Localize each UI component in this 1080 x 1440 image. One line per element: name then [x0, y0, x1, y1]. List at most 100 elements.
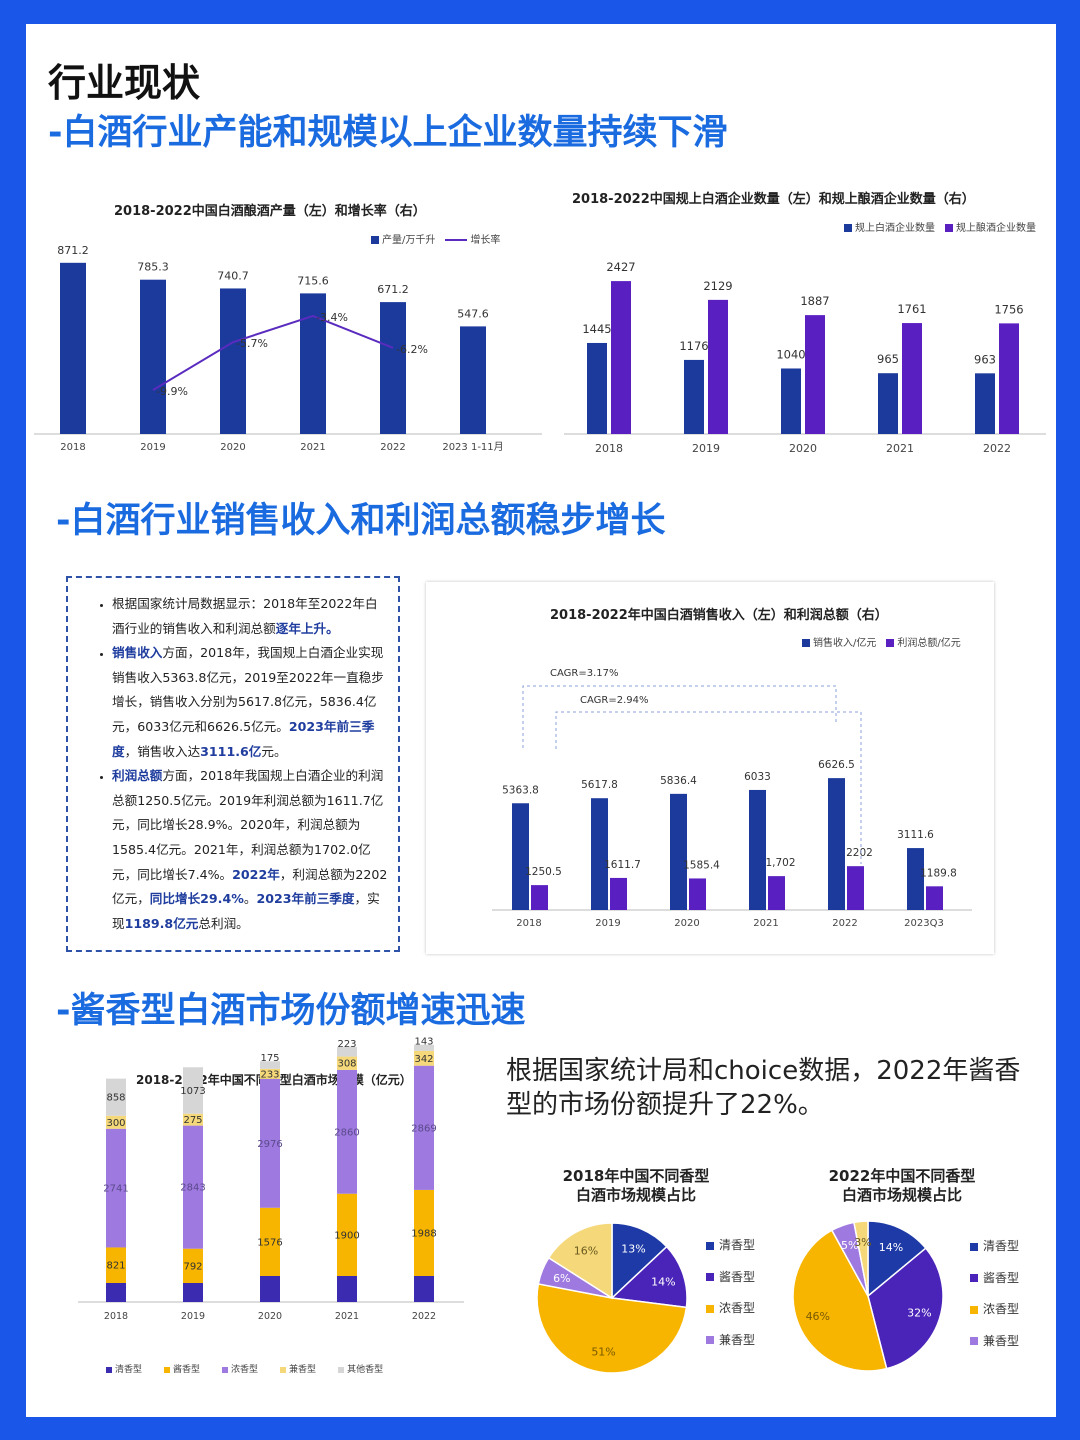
summary-point-1: 根据国家统计局数据显示：2018年至2022年白酒行业的销售收入和利润总额逐年上…: [112, 592, 388, 641]
chart1-xtick-2021: 2021: [300, 442, 325, 453]
chart4-seg-3-2019: [183, 1113, 203, 1126]
chart2-bar-label-0-2018: 1445: [582, 322, 611, 336]
chart4-xtick-2021: 2021: [335, 1311, 359, 1322]
pie1-legend-item-4: 兼香型: [706, 1325, 755, 1357]
chart4-seg-0-2021: [337, 1276, 357, 1302]
summary-point-3: 利润总额方面，2018年我国规上白酒企业的利润总额1250.5亿元。2019年利…: [112, 764, 388, 936]
chart3-bar-1-2020: [689, 878, 706, 910]
chart2-legend-item-1: 规上白酒企业数量: [844, 219, 935, 234]
pie2-legend: 清香型 酱香型 浓香型 兼香型: [970, 1231, 1019, 1357]
chart4-seg-0-2020: [260, 1276, 280, 1302]
chart3-cagr-bracket-1: [522, 685, 837, 748]
chart4-seg-2-2020: [260, 1078, 280, 1208]
pie2-legend-item-4: 兼香型: [970, 1326, 1019, 1358]
chart4-seg-1-2019: [183, 1248, 203, 1283]
page-title: 行业现状: [48, 61, 201, 105]
chart3-legend-item-2: 利润总额/亿元: [886, 634, 961, 649]
chart4-seg-0-2019: [183, 1283, 203, 1302]
chart2-bar-0-2020: [781, 368, 801, 434]
pie1-label-3: 6%: [553, 1272, 570, 1285]
chart2-bar-0-2021: [878, 373, 898, 434]
chart3-xtick-2019: 2019: [595, 918, 620, 929]
chart4-legend-item-3: 浓香型: [222, 1362, 258, 1375]
chart3-bar-0-2022: [828, 778, 845, 910]
chart2-bar-label-0-2021: 965: [877, 352, 899, 366]
chart4-seg-label-2-2020: 2976: [257, 1139, 282, 1150]
chart3-legend: 销售收入/亿元 利润总额/亿元: [802, 634, 961, 649]
chart4-seg-0-2022: [414, 1276, 434, 1302]
chart1-bar-label-2023 1-11月: 547.6: [457, 307, 489, 320]
pie2-slice-4: [853, 1220, 869, 1297]
pie2-slice-0: [867, 1220, 927, 1298]
chart3-bar-label-1-2019: 1611.7: [604, 859, 641, 871]
chart1-growth-label-2022: -6.2%: [396, 343, 428, 356]
chart4-seg-1-2018: [106, 1247, 126, 1283]
chart4-seg-label-1-2019: 792: [183, 1261, 202, 1272]
chart4-xtick-2018: 2018: [104, 1311, 128, 1322]
chart3-xtick-2022: 2022: [832, 918, 857, 929]
chart1-bar-2023 1-11月: [460, 326, 486, 434]
chart3-cagr-label-1: CAGR=3.17%: [550, 668, 619, 679]
chart2-bar-label-1-2020: 1887: [800, 294, 829, 308]
chart4-seg-2-2021: [337, 1069, 357, 1194]
section-title-capacity: -白酒行业产能和规模以上企业数量持续下滑: [48, 113, 728, 153]
chart3-bar-label-1-2020: 1585.4: [683, 859, 720, 871]
section-title-revenue: -白酒行业销售收入和利润总额稳步增长: [56, 501, 666, 541]
chart4-seg-label-3-2021: 308: [337, 1059, 356, 1070]
chart1-legend: 产量/万千升 增长率: [371, 231, 500, 246]
chart1-growth-label-2021: -3.4%: [316, 311, 348, 324]
chart2-xtick-2019: 2019: [692, 442, 720, 455]
chart2-bar-0-2018: [587, 342, 607, 434]
pie1-slice-4: [547, 1222, 613, 1300]
pie1-legend-item-3: 浓香型: [706, 1293, 755, 1325]
chart2-bar-label-0-2022: 963: [974, 352, 996, 366]
chart1-growth-label-2019: -9.9%: [156, 385, 188, 398]
chart1-bar-label-2019: 785.3: [137, 261, 169, 274]
chart4-seg-4-2021: [337, 1046, 357, 1057]
chart1-growth-line: [152, 314, 394, 391]
chart4-seg-3-2021: [337, 1056, 357, 1070]
chart4-seg-3-2018: [106, 1115, 126, 1129]
chart1-bar-label-2018: 871.2: [57, 244, 89, 257]
chart4-seg-label-2-2018: 2741: [103, 1184, 128, 1195]
chart3-bar-label-0-2022: 6626.5: [818, 759, 855, 771]
chart3-bar-label-1-2023Q3: 1189.8: [920, 867, 957, 879]
chart2-bar-0-2022: [975, 373, 995, 434]
chart2-bar-label-1-2021: 1761: [897, 302, 926, 316]
pie1-slice-0: [611, 1222, 668, 1300]
chart3-bar-1-2023Q3: [926, 886, 943, 910]
pie1-label-2: 51%: [591, 1345, 615, 1358]
chart2-xtick-2021: 2021: [886, 442, 914, 455]
chart2-enterprises: 1445 2427 2018 1176 2129 2019 1040 1887 2020 965 1…: [564, 260, 1046, 455]
chart1-bar-label-2021: 715.6: [297, 274, 329, 287]
chart4-seg-4-2019: [183, 1067, 203, 1114]
chart4-seg-4-2022: [414, 1044, 434, 1051]
chart2-bar-0-2019: [684, 359, 704, 434]
chart4-aroma-market: 821 2741 300 858 2018 792 2843 275 1073 2019 1576 2…: [78, 1037, 464, 1322]
chart4-seg-4-2018: [106, 1078, 126, 1116]
chart4-seg-label-4-2020: 175: [260, 1053, 279, 1064]
chart4-legend: 清香型 酱香型 浓香型 兼香型 其他香型: [106, 1362, 383, 1375]
chart1-bar-2020: [220, 288, 246, 434]
chart4-seg-3-2020: [260, 1068, 280, 1079]
chart4-seg-3-2022: [414, 1050, 434, 1066]
chart3-bar-1-2019: [610, 877, 627, 910]
chart4-seg-label-3-2022: 342: [414, 1054, 433, 1065]
chart1-bar-label-2020: 740.7: [217, 269, 249, 282]
chart1-growth-label-2020: -5.7%: [236, 337, 268, 350]
chart4-seg-1-2020: [260, 1207, 280, 1276]
chart4-seg-label-3-2020: 233: [260, 1069, 279, 1080]
revenue-summary-box: 根据国家统计局数据显示：2018年至2022年白酒行业的销售收入和利润总额逐年上…: [66, 576, 400, 952]
pie2-legend-item-3: 浓香型: [970, 1294, 1019, 1326]
chart3-xtick-2020: 2020: [674, 918, 699, 929]
chart4-xtick-2022: 2022: [412, 1311, 436, 1322]
chart1-bar-2022: [380, 302, 406, 434]
chart3-bar-0-2018: [512, 803, 529, 910]
pie1-legend: 清香型 酱香型 浓香型 兼香型: [706, 1230, 755, 1356]
chart3-xtick-2023Q3: 2023Q3: [904, 918, 944, 929]
chart2-legend: 规上白酒企业数量 规上酿酒企业数量: [844, 219, 1036, 234]
chart4-legend-item-5: 其他香型: [338, 1362, 383, 1375]
section-title-market-share: -酱香型白酒市场份额增速迅速: [56, 991, 526, 1031]
chart3-bar-label-1-2018: 1250.5: [525, 866, 562, 878]
pie2-label-1: 32%: [907, 1307, 931, 1320]
